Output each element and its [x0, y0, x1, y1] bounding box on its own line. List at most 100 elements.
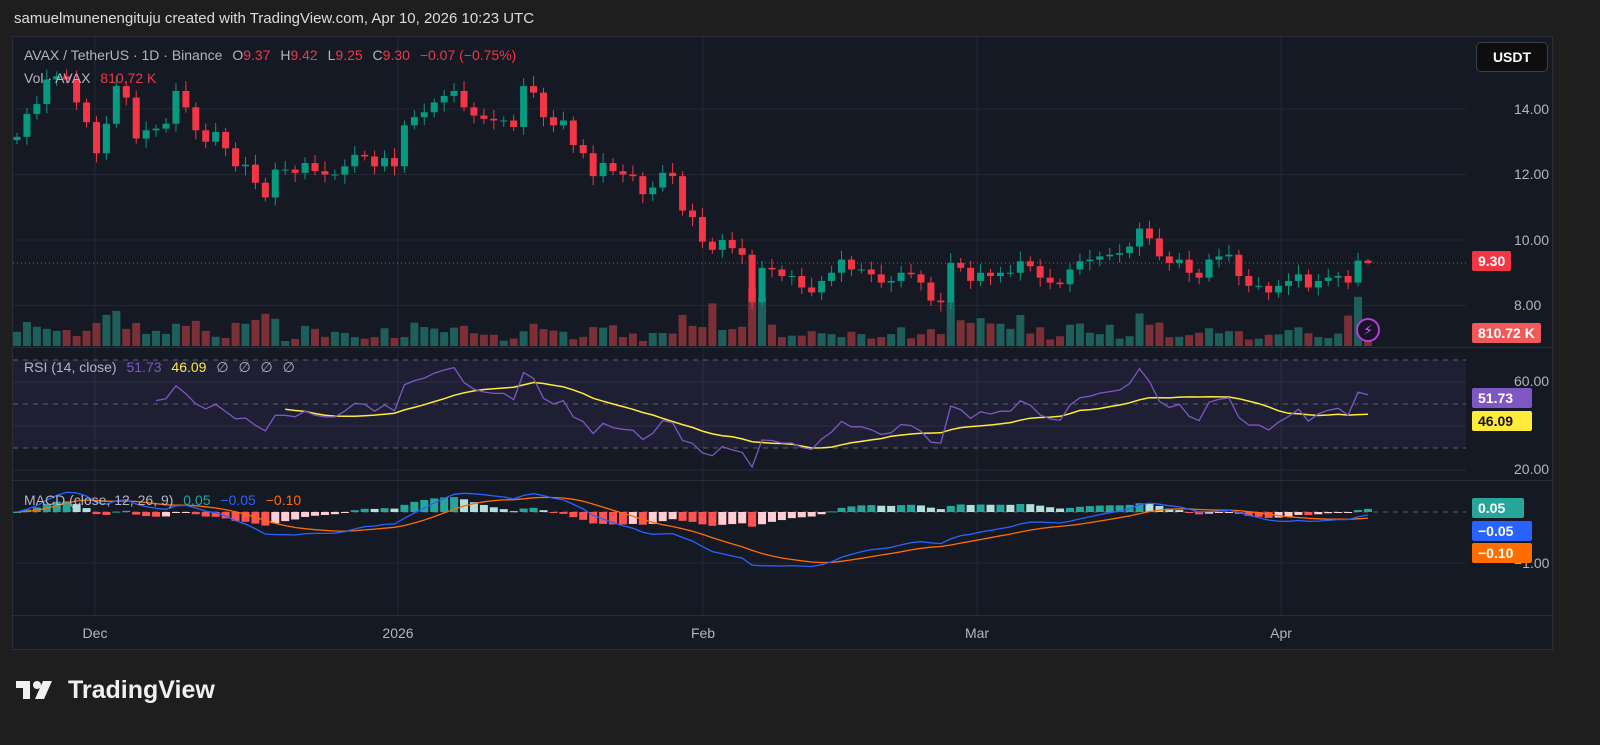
logo-text: TradingView: [68, 676, 215, 704]
candle-body: [1235, 254, 1243, 277]
macd-histogram-bar: [62, 501, 71, 512]
price-tag: 9.30: [1472, 251, 1512, 271]
macd-histogram-bar: [1016, 503, 1025, 512]
macd-histogram-bar: [181, 512, 190, 513]
candle-body: [1066, 269, 1074, 285]
rsi-ma-value: 46.09: [171, 359, 207, 375]
macd-histogram-bar: [936, 509, 945, 512]
currency-button[interactable]: USDT: [1476, 42, 1548, 72]
candle-body: [778, 269, 786, 277]
price-tick: 12.00: [1514, 166, 1550, 182]
volume-legend[interactable]: Vol · AVAX 810.72 K: [24, 70, 162, 86]
macd-histogram-bar: [1036, 505, 1045, 512]
candle-body: [450, 90, 458, 96]
macd-signal-tag: −0.10: [1472, 543, 1532, 563]
candle-body: [490, 118, 498, 121]
volume-bar: [1284, 330, 1293, 346]
macd-histogram-bar: [1205, 512, 1214, 514]
volume-bar: [718, 330, 727, 346]
macd-value: −0.05: [220, 492, 256, 508]
candle-body: [847, 259, 855, 270]
macd-histogram-bar: [440, 497, 449, 512]
candle-body: [142, 130, 150, 139]
volume-bar: [758, 297, 767, 346]
candle-body: [629, 174, 637, 177]
candle-body: [43, 79, 51, 105]
volume-bar: [1224, 331, 1233, 346]
volume-bar: [499, 340, 508, 346]
candle-body: [341, 166, 349, 175]
candle-body: [728, 240, 736, 249]
macd-histogram-bar: [738, 512, 747, 524]
volume-bars: [13, 287, 1372, 346]
symbol-legend[interactable]: AVAX / TetherUS · 1D · Binance O9.37 H9.…: [24, 47, 522, 63]
candle-body: [838, 259, 846, 273]
candle-body: [1136, 228, 1144, 247]
macd-histogram-bar: [1056, 508, 1065, 512]
macd-histogram-bar: [618, 512, 627, 525]
tradingview-logo[interactable]: TradingView: [16, 676, 215, 705]
candle-body: [987, 272, 995, 277]
volume-bar: [92, 322, 101, 346]
volume-bar: [142, 333, 151, 346]
volume-bar: [72, 335, 81, 346]
candle-body: [112, 86, 120, 124]
macd-histogram-bar: [350, 510, 359, 512]
volume-bar: [787, 335, 796, 346]
macd-histogram-bar: [897, 505, 906, 512]
volume-bar: [1234, 331, 1243, 346]
macd-histogram-bar: [1185, 512, 1194, 513]
macd-histogram-bar: [1324, 512, 1333, 514]
volume-bar: [877, 337, 886, 346]
candle-body: [102, 123, 110, 154]
lightning-icon[interactable]: ⚡: [1356, 318, 1380, 342]
macd-histogram-bar: [847, 506, 856, 512]
macd-histogram-bar: [787, 512, 796, 519]
candle-body: [857, 269, 865, 271]
volume-bar: [748, 287, 757, 346]
volume-bar: [579, 336, 588, 346]
candle-body: [13, 136, 21, 141]
candle-body: [232, 148, 240, 167]
candle-body: [162, 123, 170, 129]
macd-hist-value: 0.05: [183, 492, 211, 508]
macd-tag: −0.05: [1472, 521, 1532, 541]
macd-histogram-bar: [450, 497, 459, 512]
rsi-legend[interactable]: RSI (14, close) 51.73 46.09 ∅ ∅ ∅ ∅: [24, 359, 301, 376]
candle-body: [520, 86, 528, 128]
volume-bar: [112, 310, 121, 346]
macd-signal-value: −0.10: [265, 492, 302, 508]
macd-legend[interactable]: MACD (close, 12, 26, 9) 0.05 −0.05 −0.10: [24, 492, 307, 508]
candle-body: [877, 274, 885, 283]
macd-histogram-bar: [142, 512, 151, 517]
volume-bar: [678, 314, 687, 346]
candle-body: [867, 269, 875, 275]
candle-body: [649, 187, 657, 195]
volume-bar: [201, 330, 210, 346]
macd-histogram-bar: [628, 512, 637, 524]
volume-bar: [52, 330, 61, 346]
candle-body: [510, 120, 518, 128]
volume-bar: [827, 334, 836, 346]
candle-body: [311, 163, 319, 172]
volume-bar: [569, 339, 578, 346]
volume-bar: [1344, 315, 1353, 346]
candle-body: [1026, 261, 1034, 267]
volume-bar: [62, 330, 71, 346]
time-tick: Feb: [690, 625, 716, 641]
candle-body: [410, 117, 418, 126]
volume-bar: [837, 337, 846, 346]
candle-body: [1175, 259, 1183, 263]
macd-histogram-bar: [609, 512, 618, 525]
volume-bar: [469, 333, 478, 346]
volume-bar: [122, 328, 131, 346]
macd-histogram-bar: [479, 504, 488, 512]
macd-histogram-bar: [976, 504, 985, 512]
volume-bar: [936, 334, 945, 346]
candle-body: [1294, 274, 1302, 281]
candle-body: [788, 276, 796, 278]
volume-bar: [32, 326, 41, 346]
candle-body: [619, 171, 627, 175]
macd-histogram-bar: [1026, 504, 1035, 512]
